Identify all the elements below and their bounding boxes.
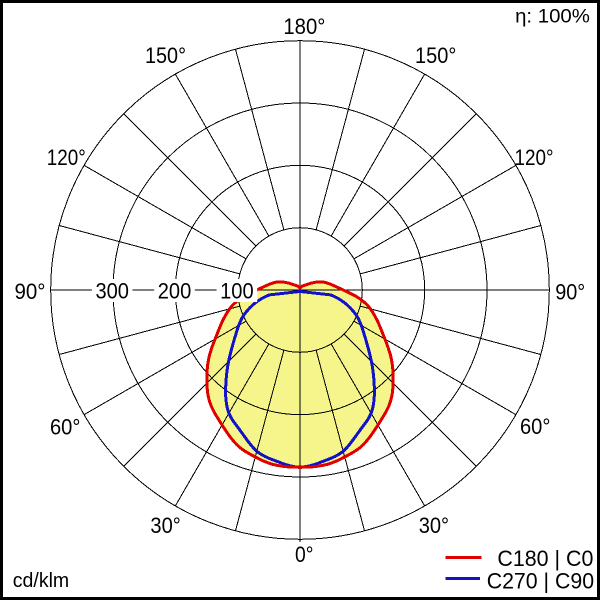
svg-text:100: 100 — [220, 278, 254, 303]
svg-text:180°: 180° — [283, 14, 325, 39]
svg-text:cd/klm: cd/klm — [13, 569, 69, 592]
svg-text:150°: 150° — [415, 43, 456, 68]
svg-text:300: 300 — [95, 278, 129, 303]
svg-text:60°: 60° — [520, 414, 550, 439]
svg-text:30°: 30° — [419, 513, 449, 538]
svg-text:150°: 150° — [145, 43, 186, 68]
svg-text:90°: 90° — [555, 280, 585, 305]
svg-text:30°: 30° — [150, 513, 180, 538]
svg-text:0°: 0° — [295, 542, 314, 567]
svg-text:60°: 60° — [50, 414, 80, 439]
svg-text:200: 200 — [158, 278, 192, 303]
svg-text:120°: 120° — [515, 145, 554, 170]
svg-text:η: 100%: η: 100% — [515, 6, 590, 28]
svg-text:120°: 120° — [47, 145, 86, 170]
svg-text:C270 | C90: C270 | C90 — [487, 569, 594, 594]
svg-text:C180 | C0: C180 | C0 — [497, 546, 593, 571]
svg-text:90°: 90° — [15, 279, 46, 304]
